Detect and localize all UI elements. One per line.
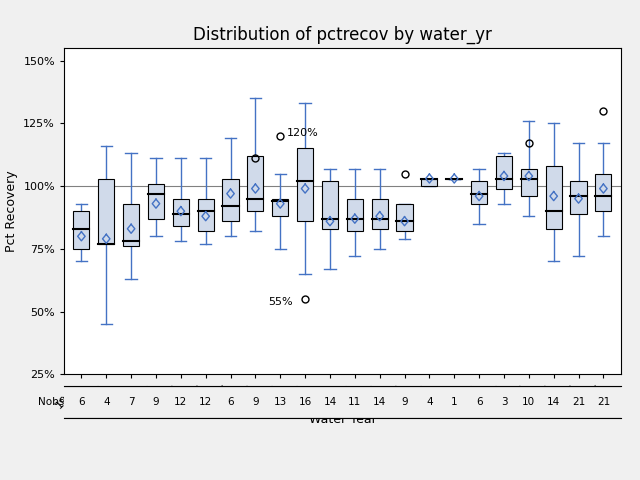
Text: 9: 9 xyxy=(153,397,159,407)
FancyBboxPatch shape xyxy=(496,156,512,189)
Text: 6: 6 xyxy=(476,397,483,407)
X-axis label: Water Year: Water Year xyxy=(308,413,376,426)
FancyBboxPatch shape xyxy=(247,156,264,211)
Text: 3: 3 xyxy=(500,397,508,407)
FancyBboxPatch shape xyxy=(372,199,388,229)
FancyBboxPatch shape xyxy=(123,204,139,246)
FancyBboxPatch shape xyxy=(347,199,363,231)
Text: 1: 1 xyxy=(451,397,458,407)
Text: 6: 6 xyxy=(78,397,84,407)
Text: 14: 14 xyxy=(373,397,387,407)
Text: 11: 11 xyxy=(348,397,362,407)
Text: 12: 12 xyxy=(174,397,188,407)
Text: Nobs: Nobs xyxy=(38,397,64,407)
FancyBboxPatch shape xyxy=(98,179,115,244)
FancyBboxPatch shape xyxy=(471,181,487,204)
FancyBboxPatch shape xyxy=(570,181,587,214)
FancyBboxPatch shape xyxy=(74,211,90,249)
FancyBboxPatch shape xyxy=(396,204,413,231)
Text: 14: 14 xyxy=(323,397,337,407)
FancyBboxPatch shape xyxy=(546,166,562,229)
Text: 6: 6 xyxy=(227,397,234,407)
Text: 14: 14 xyxy=(547,397,560,407)
FancyBboxPatch shape xyxy=(421,179,438,186)
Y-axis label: Pct Recovery: Pct Recovery xyxy=(4,170,18,252)
Text: 4: 4 xyxy=(103,397,109,407)
Text: 21: 21 xyxy=(572,397,585,407)
FancyBboxPatch shape xyxy=(297,148,313,221)
Text: 10: 10 xyxy=(522,397,536,407)
FancyBboxPatch shape xyxy=(148,183,164,219)
FancyBboxPatch shape xyxy=(223,179,239,221)
Text: 16: 16 xyxy=(298,397,312,407)
FancyBboxPatch shape xyxy=(173,199,189,226)
FancyBboxPatch shape xyxy=(198,199,214,231)
Text: 9: 9 xyxy=(252,397,259,407)
Text: 4: 4 xyxy=(426,397,433,407)
FancyBboxPatch shape xyxy=(595,174,611,211)
FancyBboxPatch shape xyxy=(322,181,338,229)
Text: 21: 21 xyxy=(596,397,610,407)
Text: 120%: 120% xyxy=(287,128,318,138)
Text: 9: 9 xyxy=(401,397,408,407)
FancyBboxPatch shape xyxy=(521,168,537,196)
FancyBboxPatch shape xyxy=(272,199,289,216)
Text: 12: 12 xyxy=(199,397,212,407)
Title: Distribution of pctrecov by water_yr: Distribution of pctrecov by water_yr xyxy=(193,25,492,44)
Text: 7: 7 xyxy=(128,397,134,407)
Text: 55%: 55% xyxy=(268,297,292,307)
Text: 13: 13 xyxy=(274,397,287,407)
